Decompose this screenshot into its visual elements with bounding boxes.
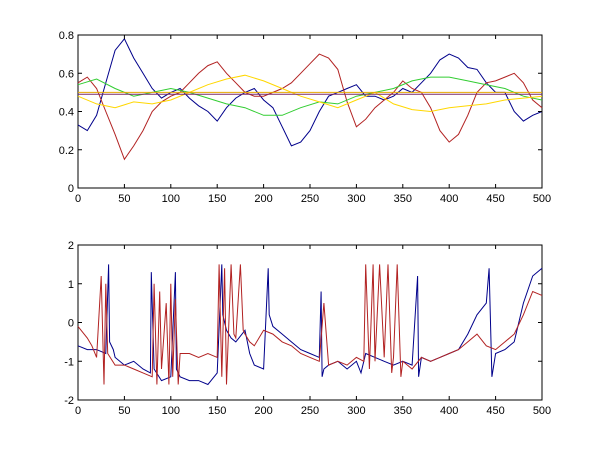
top-x-tick-label: 350: [394, 193, 412, 205]
bottom-y-tick-label: 0: [68, 318, 74, 330]
bottom-x-tick-label: 500: [533, 405, 551, 417]
bottom-x-tick-label: 0: [75, 405, 81, 417]
top-x-tick-label: 150: [208, 193, 226, 205]
bottom-plot: 0 50 100 150 200 250 300 350 400 450 500 -2 -1 0 1 2: [64, 240, 551, 417]
bottom-x-tick-label: 100: [162, 405, 180, 417]
top-x-tick-label: 100: [162, 193, 180, 205]
bottom-x-tick-label: 50: [118, 405, 130, 417]
bottom-x-tick-label: 150: [208, 405, 226, 417]
bottom-x-tick-label: 450: [486, 405, 504, 417]
top-y-tick-label: 0.8: [59, 30, 74, 42]
top-series-group: [77, 37, 543, 161]
top-y-tick-label: 0: [68, 183, 74, 195]
top-x-tick-label: 300: [347, 193, 365, 205]
top-plot: 0 50 100 150 200 250 300 350 400 450 500 0 0.2 0.4 0.6…: [59, 30, 551, 205]
top-x-tick-label: 0: [75, 193, 81, 205]
top-y-tick-label: 0.6: [59, 68, 74, 80]
top-x-tick-label: 250: [301, 193, 319, 205]
bottom-x-tick-label: 200: [254, 405, 272, 417]
bottom-x-tick-label: 300: [347, 405, 365, 417]
bottom-y-tick-label: 1: [68, 279, 74, 291]
bottom-series-line-2: [77, 264, 543, 385]
top-x-tick-label: 50: [118, 193, 130, 205]
bottom-axes-box: [77, 244, 543, 401]
bottom-x-tick-label: 350: [394, 405, 412, 417]
top-x-tick-label: 500: [533, 193, 551, 205]
top-series-line-4: [77, 74, 543, 113]
top-y-tick-label: 0.2: [59, 145, 74, 157]
bottom-x-tick-label: 400: [440, 405, 458, 417]
top-series-line-2: [77, 53, 543, 161]
bottom-y-tick-label: 2: [68, 240, 74, 252]
bottom-x-tick-label: 250: [301, 405, 319, 417]
bottom-y-tick-label: -1: [64, 356, 74, 368]
top-axes-box: [77, 34, 543, 189]
top-x-tick-label: 200: [254, 193, 272, 205]
top-series-line-3: [77, 76, 543, 116]
top-y-tick-label: 0.4: [59, 107, 74, 119]
top-x-tick-label: 400: [440, 193, 458, 205]
bottom-series-group: [77, 264, 543, 386]
top-x-tick-label: 450: [486, 193, 504, 205]
bottom-y-tick-label: -2: [64, 395, 74, 407]
